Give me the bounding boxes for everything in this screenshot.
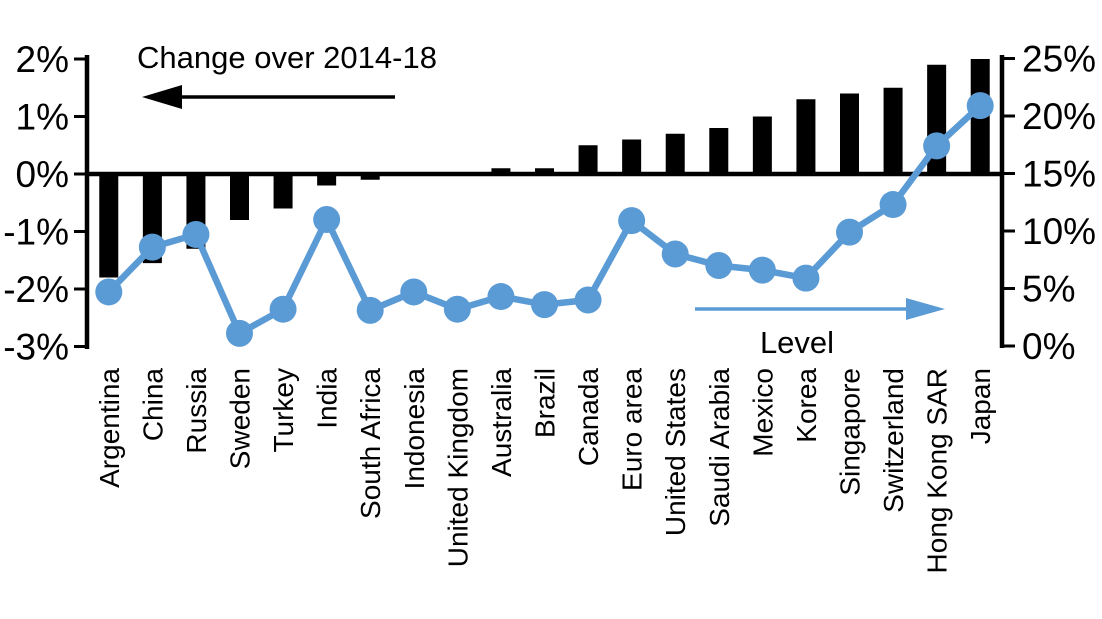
bar-korea xyxy=(796,99,816,174)
line-marker-euro-area xyxy=(618,207,646,235)
bar-canada xyxy=(578,145,598,174)
left-arrow-icon xyxy=(142,85,395,109)
category-axis-layer: Argentina China Russia Sweden Turkey India Sou… xyxy=(94,368,996,574)
bar-india xyxy=(317,174,337,186)
category-label-australia: Australia xyxy=(486,368,517,477)
axes-layer: 2% 1% 0% -1% -2% -3% 25% 20% 15% 10% 5% 0% xyxy=(3,39,1096,368)
line-marker-united-states xyxy=(661,240,689,268)
category-label-korea: Korea xyxy=(791,368,822,443)
line-marker-switzerland xyxy=(879,191,907,219)
line-marker-hong-kong-sar xyxy=(923,132,951,160)
category-label-hong-kong-sar: Hong Kong SAR xyxy=(922,368,953,573)
category-label-argentina: Argentina xyxy=(94,368,125,488)
category-label-mexico: Mexico xyxy=(747,368,778,457)
category-label-brazil: Brazil xyxy=(530,368,561,438)
category-label-south-africa: South Africa xyxy=(355,368,386,519)
line-marker-korea xyxy=(792,264,820,292)
left-axis-tick-label: 0% xyxy=(16,154,69,195)
category-label-china: China xyxy=(137,368,168,442)
bar-argentina xyxy=(99,174,119,278)
category-label-switzerland: Switzerland xyxy=(878,368,909,513)
right-axis-tick-label: 0% xyxy=(1022,326,1075,367)
line-marker-saudi-arabia xyxy=(705,252,733,279)
line-marker-australia xyxy=(487,283,515,311)
category-label-turkey: Turkey xyxy=(268,368,299,453)
line-marker-united-kingdom xyxy=(443,295,471,323)
bar-series-layer xyxy=(99,59,990,278)
category-label-saudi-arabia: Saudi Arabia xyxy=(704,368,735,527)
category-label-indonesia: Indonesia xyxy=(399,368,430,490)
line-marker-turkey xyxy=(269,295,297,323)
line-series-layer xyxy=(95,92,994,347)
category-label-euro-area: Euro area xyxy=(617,368,648,491)
line-marker-singapore xyxy=(836,218,863,246)
left-axis-tick-label: -3% xyxy=(3,327,69,368)
category-label-india: India xyxy=(312,368,343,429)
line-marker-brazil xyxy=(531,291,558,319)
bar-sweden xyxy=(230,174,249,220)
left-axis-tick-label: 1% xyxy=(16,97,69,138)
bar-south-africa xyxy=(360,174,380,180)
line-marker-india xyxy=(313,206,341,233)
bar-turkey xyxy=(273,174,293,209)
category-label-japan: Japan xyxy=(965,368,996,444)
line-marker-mexico xyxy=(748,256,776,284)
bar-australia xyxy=(491,168,511,174)
right-axis-tick-label: 5% xyxy=(1022,269,1075,310)
line-marker-south-africa xyxy=(356,296,384,324)
left-axis-tick-label: 2% xyxy=(16,39,69,80)
category-label-singapore: Singapore xyxy=(835,368,866,496)
category-label-sweden: Sweden xyxy=(225,368,256,469)
category-label-united-kingdom: United Kingdom xyxy=(442,368,473,567)
category-label-russia: Russia xyxy=(181,368,212,454)
bar-singapore xyxy=(840,93,859,174)
category-label-united-states: United States xyxy=(660,368,691,536)
right-axis-tick-label: 10% xyxy=(1022,211,1096,252)
bar-united-states xyxy=(665,133,685,174)
line-series-annotation-label: Level xyxy=(760,325,834,360)
right-axis-tick-label: 20% xyxy=(1022,96,1096,137)
bar-series-annotation-label: Change over 2014-18 xyxy=(137,40,437,75)
right-arrow-icon xyxy=(695,298,945,320)
bar-switzerland xyxy=(883,87,903,174)
right-axis-tick-label: 15% xyxy=(1022,154,1096,195)
bar-mexico xyxy=(752,116,772,174)
line-marker-canada xyxy=(574,286,602,314)
line-marker-japan xyxy=(966,92,994,120)
left-axis-tick-label: -1% xyxy=(3,212,69,253)
bar-euro-area xyxy=(622,139,642,174)
line-marker-argentina xyxy=(95,278,123,306)
line-marker-sweden xyxy=(226,319,253,347)
bar-brazil xyxy=(535,168,554,174)
line-marker-russia xyxy=(182,220,210,248)
left-axis-tick-label: -2% xyxy=(3,269,69,310)
bar-saudi-arabia xyxy=(709,128,729,174)
line-marker-indonesia xyxy=(400,278,428,306)
right-axis-tick-label: 25% xyxy=(1022,39,1096,80)
category-label-canada: Canada xyxy=(573,368,604,467)
line-marker-china xyxy=(138,233,166,261)
